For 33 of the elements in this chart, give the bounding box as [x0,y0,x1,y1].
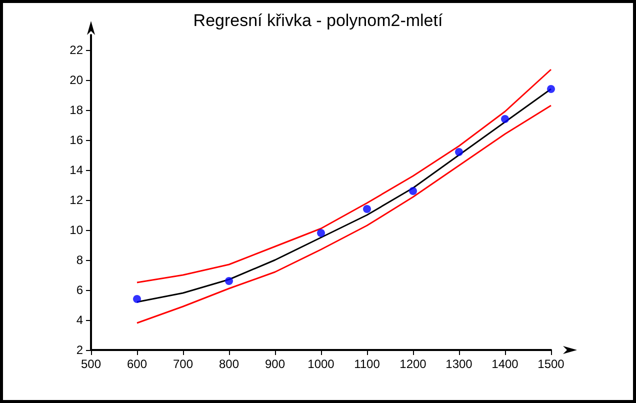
point [547,85,555,93]
point [409,187,417,195]
y-tick-label: 18 [70,103,84,117]
x-tick-label: 1500 [538,357,565,371]
x-tick-label: 500 [80,357,102,371]
y-tick-label: 2 [76,343,84,357]
y-tick-label: 16 [70,133,84,147]
y-tick-label: 12 [70,193,84,207]
point [225,277,233,285]
point [317,229,325,237]
y-tick-label: 14 [70,163,84,177]
chart-title: Regresní křivka - polynom2-mletí [193,11,443,30]
y-tick-label: 20 [70,73,84,87]
x-tick-label: 1300 [446,357,473,371]
y-tick-label: 8 [76,253,84,267]
y-tick-label: 4 [76,313,84,327]
x-tick-label: 600 [126,357,148,371]
point [455,148,463,156]
x-tick-label: 800 [218,357,240,371]
x-tick-label: 1000 [308,357,335,371]
x-tick-label: 1100 [354,357,380,371]
y-tick-label: 6 [76,283,84,297]
x-tick-label: 700 [172,357,194,371]
x-tick-label: 900 [264,357,286,371]
y-tick-label: 10 [70,223,84,237]
point [363,205,371,213]
line-series [136,68,552,284]
x-tick-label: 1200 [400,357,427,371]
y-tick-label: 22 [70,43,84,57]
point [133,295,141,303]
line-series [136,104,552,324]
point [501,115,509,123]
x-tick-label: 1400 [492,357,519,371]
